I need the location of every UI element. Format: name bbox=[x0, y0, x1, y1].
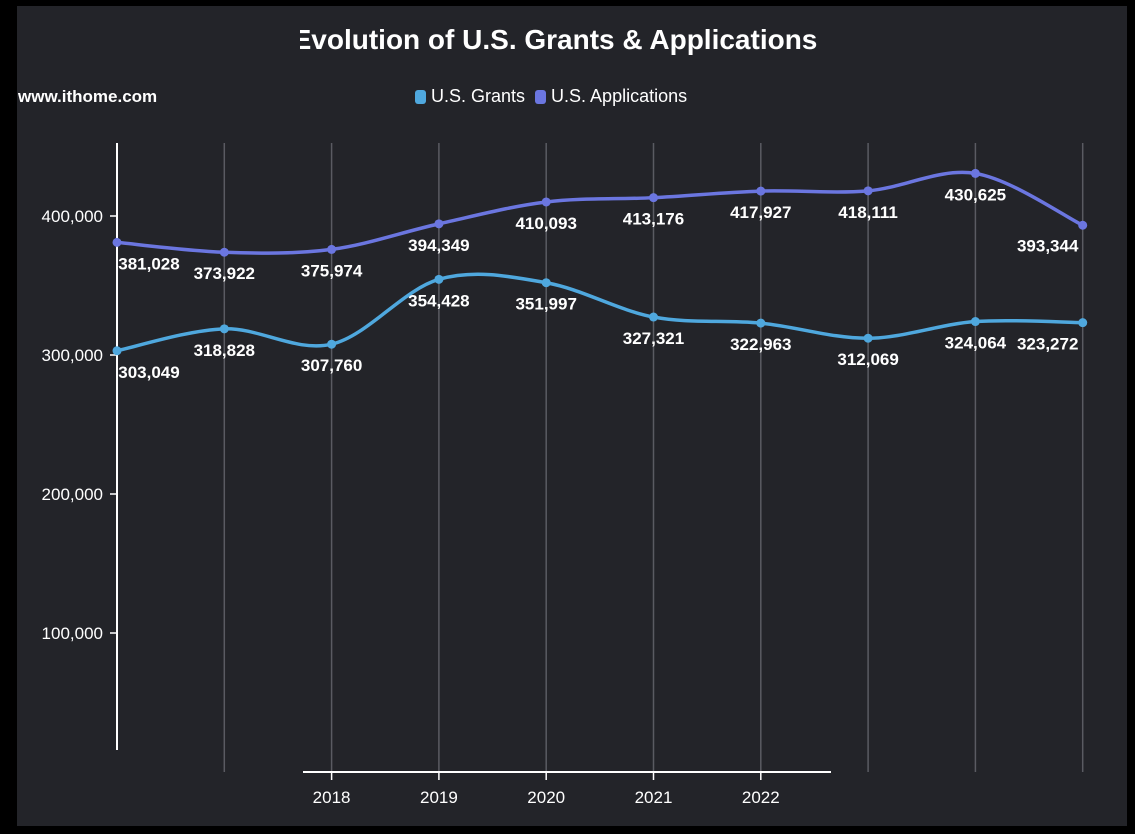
data-point bbox=[434, 219, 444, 229]
data-label: 354,428 bbox=[408, 291, 469, 310]
data-point bbox=[541, 197, 551, 207]
data-point bbox=[649, 193, 658, 203]
data-label: 373,922 bbox=[194, 264, 255, 283]
data-point bbox=[863, 333, 873, 343]
data-label: 312,069 bbox=[837, 350, 898, 369]
data-label: 303,049 bbox=[118, 363, 179, 382]
data-label: 322,963 bbox=[730, 335, 791, 354]
x-tick-label: 2018 bbox=[313, 788, 351, 807]
data-label: 323,272 bbox=[1017, 335, 1078, 354]
data-point bbox=[327, 339, 337, 349]
data-label: 327,321 bbox=[623, 329, 684, 348]
data-point bbox=[649, 312, 658, 322]
data-label: 351,997 bbox=[515, 295, 576, 314]
data-point bbox=[219, 247, 229, 257]
legend-item-grants[interactable]: U.S. Grants bbox=[415, 86, 525, 107]
x-tick-label: 2019 bbox=[420, 788, 458, 807]
data-point bbox=[1078, 220, 1088, 230]
series-line-grants bbox=[116, 272, 1083, 353]
data-label: 410,093 bbox=[515, 214, 576, 233]
data-label: 307,760 bbox=[301, 356, 362, 375]
y-tick-label: 200,000 bbox=[42, 485, 103, 504]
data-label: 324,064 bbox=[945, 334, 1007, 353]
data-point bbox=[434, 274, 444, 284]
data-label: 394,349 bbox=[408, 236, 469, 255]
data-label: 430,625 bbox=[945, 185, 1006, 204]
data-label: 418,111 bbox=[838, 203, 898, 222]
legend-item-applications[interactable]: U.S. Applications bbox=[535, 86, 687, 107]
data-label: 393,344 bbox=[1017, 236, 1079, 255]
data-point bbox=[756, 186, 766, 196]
y-tick-label: 100,000 bbox=[42, 624, 103, 643]
y-tick-label: 400,000 bbox=[42, 207, 103, 226]
legend: U.S. Grants U.S. Applications bbox=[415, 86, 687, 107]
watermark: www.ithome.com bbox=[18, 87, 158, 106]
data-label: 318,828 bbox=[194, 341, 255, 360]
data-point bbox=[219, 324, 229, 334]
legend-swatch bbox=[535, 89, 547, 104]
data-label: 417,927 bbox=[730, 203, 791, 222]
data-point bbox=[756, 318, 766, 328]
data-point bbox=[970, 168, 980, 178]
series-line-applications bbox=[116, 170, 1084, 255]
data-point bbox=[1078, 318, 1088, 328]
x-tick-label: 2022 bbox=[742, 788, 780, 807]
data-label: 381,028 bbox=[118, 254, 179, 273]
data-point bbox=[112, 346, 122, 356]
legend-label: U.S. Grants bbox=[431, 86, 526, 106]
data-point bbox=[327, 244, 337, 254]
x-tick-label: 2021 bbox=[635, 788, 673, 807]
data-point bbox=[863, 186, 873, 196]
x-tick-label: 2020 bbox=[527, 788, 565, 807]
data-label: 413,176 bbox=[623, 210, 684, 229]
chart-panel bbox=[17, 6, 1127, 826]
legend-label: U.S. Applications bbox=[551, 86, 688, 106]
data-point bbox=[970, 317, 980, 327]
y-tick-label: 300,000 bbox=[42, 346, 103, 365]
data-point bbox=[112, 237, 122, 247]
data-point bbox=[541, 278, 551, 288]
legend-swatch bbox=[415, 89, 426, 104]
chart-title: Evolution of U.S. Grants & Applications bbox=[300, 24, 818, 55]
data-label: 375,974 bbox=[301, 261, 363, 280]
